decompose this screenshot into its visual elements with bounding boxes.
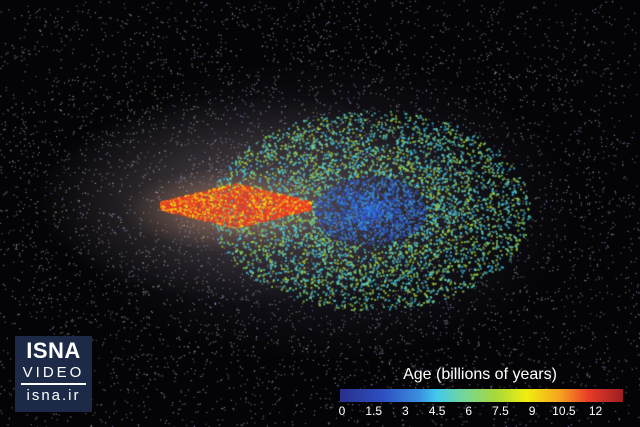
colorbar-tick-label: 4.5 [428, 404, 446, 418]
colorbar-tick-label: 9 [528, 404, 536, 418]
colorbar-title: Age (billions of years) [403, 366, 557, 383]
logo-url: isna.ir [26, 387, 81, 404]
colorbar-tick-label: 0 [338, 404, 346, 418]
colorbar-tick-label: 6 [465, 404, 473, 418]
colorbar-tick-label: 10.5 [552, 404, 576, 418]
colorbar-tick-label: 3 [402, 404, 409, 418]
colorbar [340, 389, 623, 402]
colorbar-tick-label: 7.5 [492, 404, 509, 418]
colorbar-tick-label: 12 [588, 404, 603, 418]
colorbar-tick-label: 1.5 [365, 404, 383, 418]
isna-video-logo: ISNA VIDEO isna.ir [15, 336, 92, 412]
logo-video: VIDEO [22, 364, 85, 381]
logo-isna: ISNA [26, 338, 81, 363]
logo-divider [21, 383, 86, 385]
